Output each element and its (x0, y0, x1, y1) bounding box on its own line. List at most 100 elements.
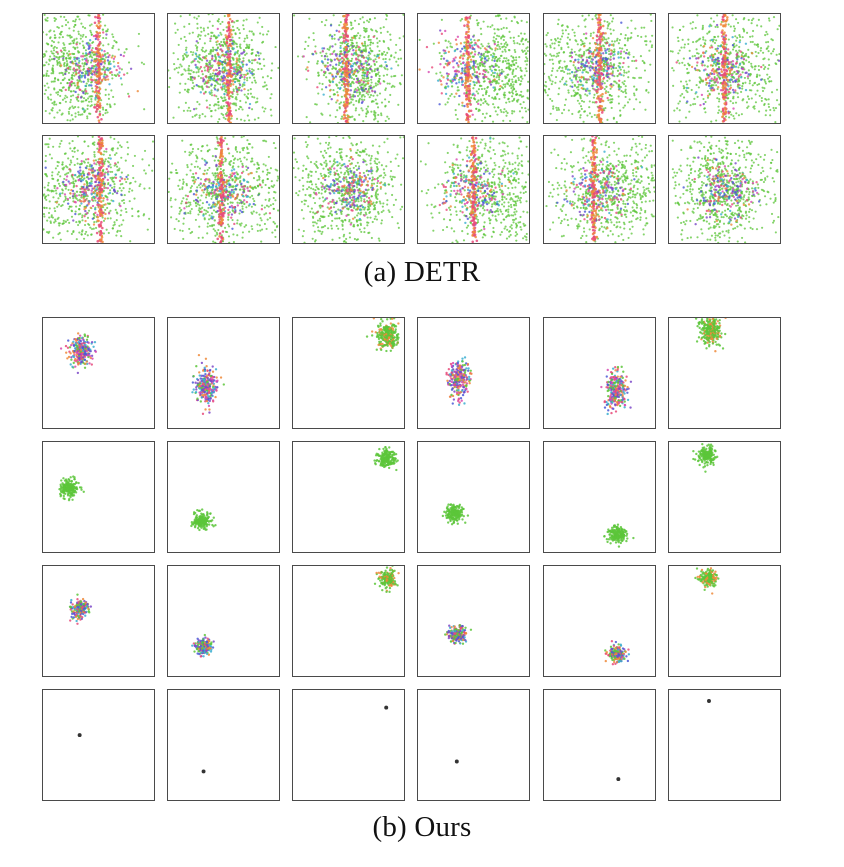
scatter-point (607, 66, 610, 70)
scatter-point (713, 62, 716, 65)
scatter-point (59, 49, 63, 52)
scatter-point (487, 57, 490, 60)
scatter-point (578, 69, 582, 72)
scatter-point (213, 94, 216, 97)
scatter-point (580, 54, 584, 58)
scatter-point (368, 91, 371, 94)
scatter-point (613, 48, 616, 51)
scatter-point (565, 66, 568, 69)
scatter-point (597, 106, 601, 109)
scatter-point (500, 110, 503, 113)
scatter-point (96, 86, 99, 89)
scatter-point (600, 72, 604, 76)
scatter-point (217, 53, 220, 57)
scatter-point (221, 53, 224, 57)
scatter-point (107, 63, 111, 66)
scatter-point (51, 109, 54, 112)
scatter-point (95, 107, 99, 111)
scatter-point (238, 36, 241, 40)
scatter-point (611, 17, 615, 20)
scatter-point (93, 90, 97, 94)
scatter-point (338, 106, 341, 109)
scatter-point (53, 103, 56, 106)
scatter-point (555, 108, 559, 112)
scatter-point (326, 68, 330, 72)
scatter-point (250, 30, 253, 33)
scatter-point (612, 117, 615, 120)
scatter-point (57, 90, 60, 94)
scatter-point (251, 95, 254, 98)
scatter-point (473, 43, 476, 47)
scatter-point (702, 55, 706, 58)
scatter-point (442, 49, 445, 52)
scatter-point (53, 19, 56, 22)
scatter-point (772, 48, 775, 51)
scatter-point (95, 74, 99, 78)
scatter-point (350, 64, 353, 67)
scatter-point (504, 46, 507, 49)
scatter-point (386, 115, 389, 118)
scatter-point (94, 96, 97, 100)
scatter-point (599, 40, 602, 43)
scatter-point (233, 66, 236, 69)
scatter-point (477, 79, 480, 83)
scatter-point (182, 109, 186, 112)
scatter-point (491, 59, 494, 62)
scatter-point (547, 75, 550, 78)
scatter-point (204, 115, 207, 118)
scatter-point (497, 82, 500, 85)
scatter-point (758, 94, 761, 97)
scatter-point (222, 113, 225, 117)
scatter-point (678, 49, 681, 52)
scatter-point (623, 50, 626, 53)
scatter-point (754, 101, 758, 104)
scatter-point (89, 31, 93, 34)
scatter-point (48, 58, 51, 61)
scatter-point (63, 97, 66, 100)
scatter-point (235, 57, 239, 60)
scatter-point (444, 103, 447, 106)
scatter-point (508, 64, 511, 67)
scatter-point (196, 27, 199, 30)
scatter-point (200, 30, 203, 33)
scatter-point (445, 72, 449, 75)
scatter-point (336, 99, 339, 102)
scatter-point (682, 96, 686, 99)
scatter-point (502, 83, 505, 86)
scatter-point (68, 34, 71, 37)
scatter-point (364, 47, 367, 50)
scatter-point (232, 70, 236, 73)
scatter-point (397, 64, 400, 67)
scatter-point (193, 77, 196, 80)
scatter-point (599, 27, 602, 30)
scatter-point (762, 51, 765, 54)
scatter-point (717, 85, 720, 89)
scatter-point (369, 84, 372, 87)
scatter-point (578, 53, 581, 57)
scatter-point (98, 17, 102, 20)
scatter-point (757, 83, 761, 86)
scatter-point (67, 71, 71, 74)
scatter-point (238, 32, 241, 35)
scatter-plot (669, 14, 780, 123)
scatter-point (88, 51, 91, 54)
scatter-point (341, 67, 345, 71)
scatter-point (717, 111, 720, 114)
scatter-point (446, 64, 449, 67)
scatter-point (625, 48, 629, 52)
scatter-point (228, 121, 232, 123)
scatter-point (675, 61, 678, 64)
scatter-point (580, 107, 583, 111)
scatter-point (334, 43, 337, 46)
scatter-point (45, 61, 48, 64)
scatter-point (490, 73, 493, 77)
scatter-point (351, 42, 354, 45)
scatter-point (374, 72, 378, 75)
scatter-point (248, 30, 251, 33)
scatter-point (357, 48, 360, 51)
scatter-point (465, 32, 468, 36)
scatter-point (358, 91, 361, 94)
scatter-point (586, 60, 589, 63)
scatter-point (47, 63, 50, 66)
scatter-point (101, 28, 105, 31)
